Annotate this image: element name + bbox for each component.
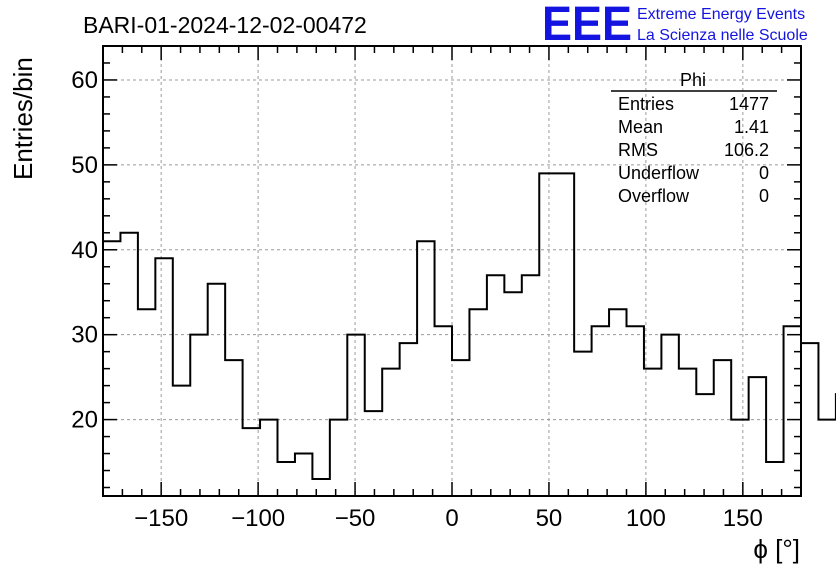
stats-label: RMS [618, 140, 658, 160]
y-tick-label: 40 [71, 237, 98, 264]
eee-logo-icon: EEE [542, 0, 632, 51]
x-tick-label: −100 [231, 505, 285, 532]
x-axis-title: ϕ [°] [753, 534, 800, 564]
stats-value: 0 [759, 163, 769, 183]
y-tick-label: 30 [71, 322, 98, 349]
axis-ticks [103, 45, 801, 496]
y-axis-title: Entries/bin [8, 57, 38, 180]
stats-label: Mean [618, 117, 663, 137]
x-tick-label: 0 [445, 505, 458, 532]
stats-box: Phi Entries 1477 Mean 1.41 RMS 106.2 Und… [611, 70, 777, 206]
stats-value: 1477 [729, 94, 769, 114]
y-tick-label: 50 [71, 152, 98, 179]
plot-frame [102, 45, 802, 497]
stats-title: Phi [680, 70, 706, 90]
stats-value: 106.2 [724, 140, 769, 160]
x-tick-label: 50 [536, 505, 563, 532]
y-tick-label: 60 [71, 67, 98, 94]
y-tick-label: 20 [71, 407, 98, 434]
run-title: BARI-01-2024-12-02-00472 [83, 12, 367, 38]
y-tick-labels: 20 30 40 50 60 [71, 67, 98, 434]
logo-line-2: La Scienza nelle Scuole [637, 27, 808, 44]
stats-label: Underflow [618, 163, 700, 183]
stats-label: Entries [618, 94, 674, 114]
x-tick-label: −50 [335, 505, 376, 532]
logo-line-1: Extreme Energy Events [637, 6, 805, 23]
stats-label: Overflow [618, 186, 690, 206]
x-tick-label: 100 [626, 505, 666, 532]
histogram-line [103, 172, 836, 481]
grid-lines [103, 46, 801, 496]
stats-value: 1.41 [734, 117, 769, 137]
x-tick-label: −150 [134, 505, 188, 532]
stats-value: 0 [759, 186, 769, 206]
x-tick-label: 150 [723, 505, 763, 532]
x-tick-labels: −150 −100 −50 0 50 100 150 [134, 505, 763, 532]
